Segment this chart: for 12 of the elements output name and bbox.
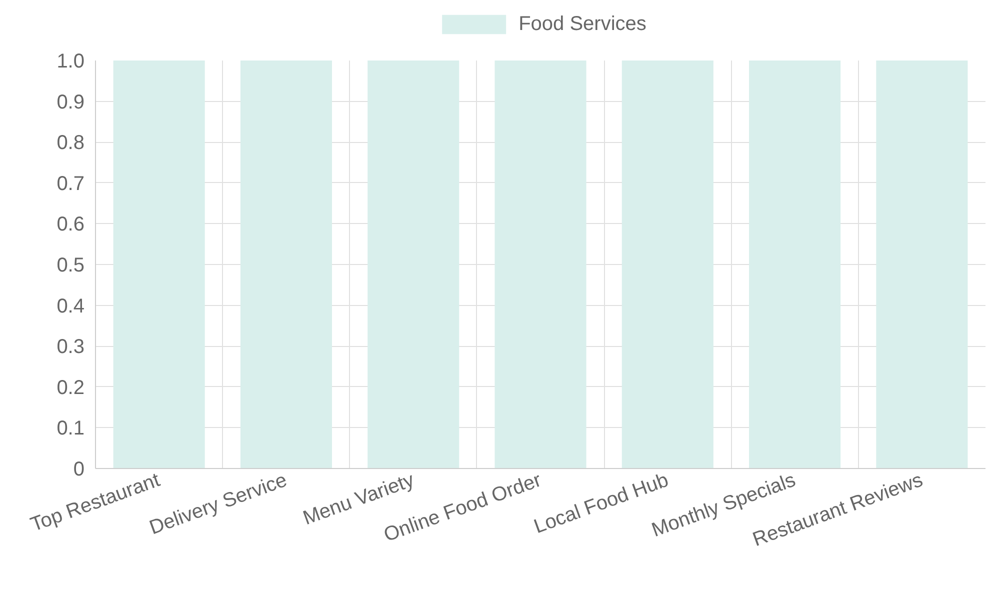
legend-label: Food Services [518,12,646,36]
y-tick-label: 0.1 [56,418,85,440]
y-tick-label: 0.7 [56,172,85,195]
y-tick-label: 0 [73,458,84,480]
y-tick-label: 0.3 [56,336,85,358]
y-tick-label: 0.8 [56,132,85,154]
y-tick-label: 0.6 [56,214,85,236]
y-tick-label: 0.5 [56,254,85,276]
y-tick-label: 0.4 [56,295,85,318]
y-tick-label: 1.0 [56,50,85,72]
y-tick-label: 0.9 [56,91,85,114]
y-tick-label: 0.2 [56,376,85,399]
